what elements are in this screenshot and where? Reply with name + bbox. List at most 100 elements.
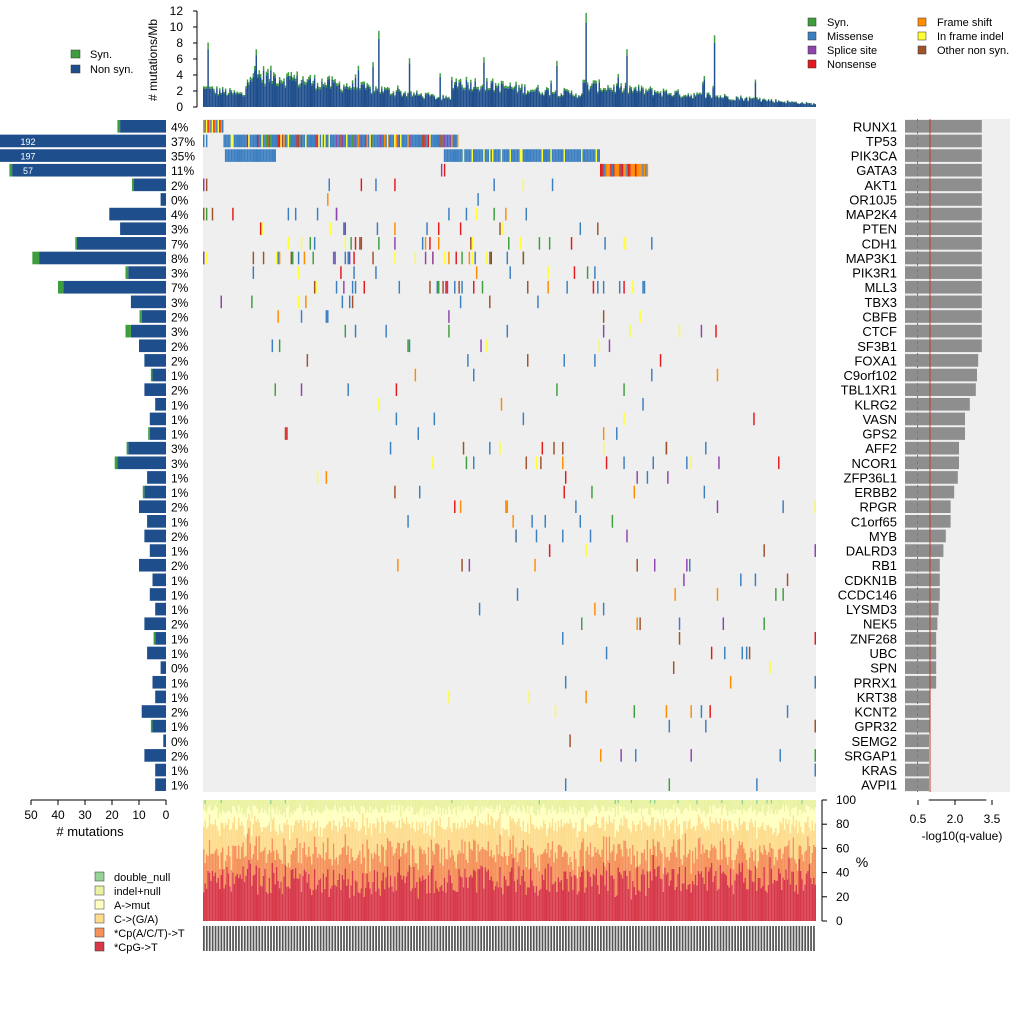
spectrum-segment: [255, 821, 258, 837]
rate-bar-nonsyn: [527, 92, 529, 107]
sample-id-label: [664, 926, 666, 951]
spectrum-segment: [436, 888, 438, 921]
spectrum-segment: [759, 800, 761, 812]
spectrum-segment: [572, 889, 574, 921]
spectrum-segment: [437, 813, 440, 826]
spectrum-segment: [203, 800, 205, 810]
rate-bar-nonsyn: [591, 86, 593, 107]
spectrum-segment: [696, 825, 698, 859]
spectrum-segment: [246, 833, 249, 869]
mutation-cell: [252, 149, 255, 162]
sample-id-label: [232, 926, 234, 951]
rate-bar-syn: [786, 100, 789, 101]
mutation-cell: [665, 441, 668, 455]
gene-name-label: CDH1: [862, 236, 897, 251]
spectrum-segment: [805, 800, 808, 806]
sample-id-label: [255, 926, 258, 951]
spectrum-segment: [624, 840, 627, 871]
spectrum-segment: [693, 825, 695, 864]
rate-bar-syn: [471, 89, 474, 92]
mut-legend-label: In frame indel: [937, 31, 1004, 43]
spectrum-segment: [329, 800, 332, 811]
spectrum-segment: [588, 811, 590, 826]
spectrum-segment: [645, 800, 647, 808]
mutation-cell: [529, 149, 532, 162]
spectrum-segment: [690, 892, 692, 921]
mut-legend-swatch: [917, 45, 927, 55]
spectrum-segment: [478, 800, 481, 809]
mutation-cell: [594, 602, 596, 616]
spectrum-segment: [278, 888, 281, 921]
spectrum-segment: [691, 800, 694, 812]
spectrum-segment: [274, 884, 276, 921]
mutation-cell: [753, 412, 755, 426]
spectrum-segment: [551, 805, 554, 819]
spectrum-segment: [783, 879, 786, 921]
gene-bar-count-label: 197: [20, 152, 35, 162]
rate-bar-nonsyn: [748, 97, 751, 107]
spectrum-segment: [432, 818, 434, 851]
spectrum-segment: [783, 800, 786, 812]
spectrum-segment: [305, 823, 307, 855]
spectrum-segment: [408, 839, 411, 865]
spectrum-segment: [367, 881, 370, 921]
rate-bar-nonsyn: [665, 91, 668, 107]
spectrum-segment: [262, 800, 265, 813]
mutation-cell: [509, 266, 511, 279]
spectrum-segment: [404, 882, 406, 921]
spectrum-segment: [699, 873, 701, 921]
spectrum-segment: [665, 820, 668, 858]
sample-id-label: [442, 926, 445, 951]
rate-bar-syn: [268, 78, 271, 82]
spectrum-segment: [389, 810, 392, 822]
spectrum-segment: [599, 811, 602, 828]
spectrum-segment: [340, 889, 342, 921]
rate-bar-nonsyn: [348, 88, 351, 107]
rate-bar-nonsyn: [813, 103, 815, 107]
mutation-cell: [363, 280, 366, 294]
spectrum-segment: [801, 804, 803, 814]
rate-bar-syn: [519, 87, 522, 90]
rate-bar-nonsyn: [791, 101, 793, 107]
rate-bar-nonsyn: [732, 100, 735, 107]
spectrum-segment: [588, 825, 590, 855]
spectrum-segment: [487, 813, 490, 842]
spectrum-segment: [791, 857, 793, 872]
left-axis-tick-label: 20: [105, 808, 119, 822]
rate-bar-nonsyn: [759, 98, 761, 107]
syn-nonsyn-legend: Syn. Non syn.: [70, 49, 133, 76]
spectrum-segment: [732, 834, 735, 870]
rate-bar-nonsyn: [312, 83, 314, 107]
spectrum-segment: [759, 845, 761, 878]
spectrum-segment: [743, 848, 745, 883]
sample-id-label: [296, 926, 299, 951]
spectrum-segment: [772, 848, 774, 884]
spectrum-segment: [613, 844, 615, 879]
mutation-cell: [254, 134, 256, 148]
spectrum-segment: [538, 890, 541, 921]
rate-bar-nonsyn: [217, 95, 220, 107]
gene-bar-nonsyn: [149, 588, 166, 601]
mutation-cell: [452, 149, 455, 162]
spectrum-segment: [459, 853, 462, 877]
spectrum-segment: [233, 800, 236, 807]
spectrum-segment: [578, 800, 580, 811]
mutation-cell: [598, 339, 600, 353]
spectrum-segment: [756, 868, 758, 891]
mutation-cell: [544, 149, 546, 162]
rate-bar-syn: [510, 86, 513, 89]
mutation-cell: [443, 251, 446, 265]
spectrum-segment: [700, 814, 703, 825]
spectrum-segment: [738, 817, 741, 841]
rate-bar-syn: [224, 88, 227, 91]
spectrum-segment: [359, 893, 361, 921]
gene-name-label: PIK3R1: [852, 266, 897, 281]
spectrum-segment: [557, 820, 560, 845]
mutation-cell: [292, 251, 294, 265]
spectrum-segment: [573, 851, 576, 875]
rate-bar-nonsyn: [401, 96, 403, 107]
rate-bar-syn: [491, 78, 494, 82]
rate-bar-syn: [381, 86, 383, 89]
rate-bar-syn: [312, 80, 314, 84]
mutation-cell: [319, 134, 322, 148]
